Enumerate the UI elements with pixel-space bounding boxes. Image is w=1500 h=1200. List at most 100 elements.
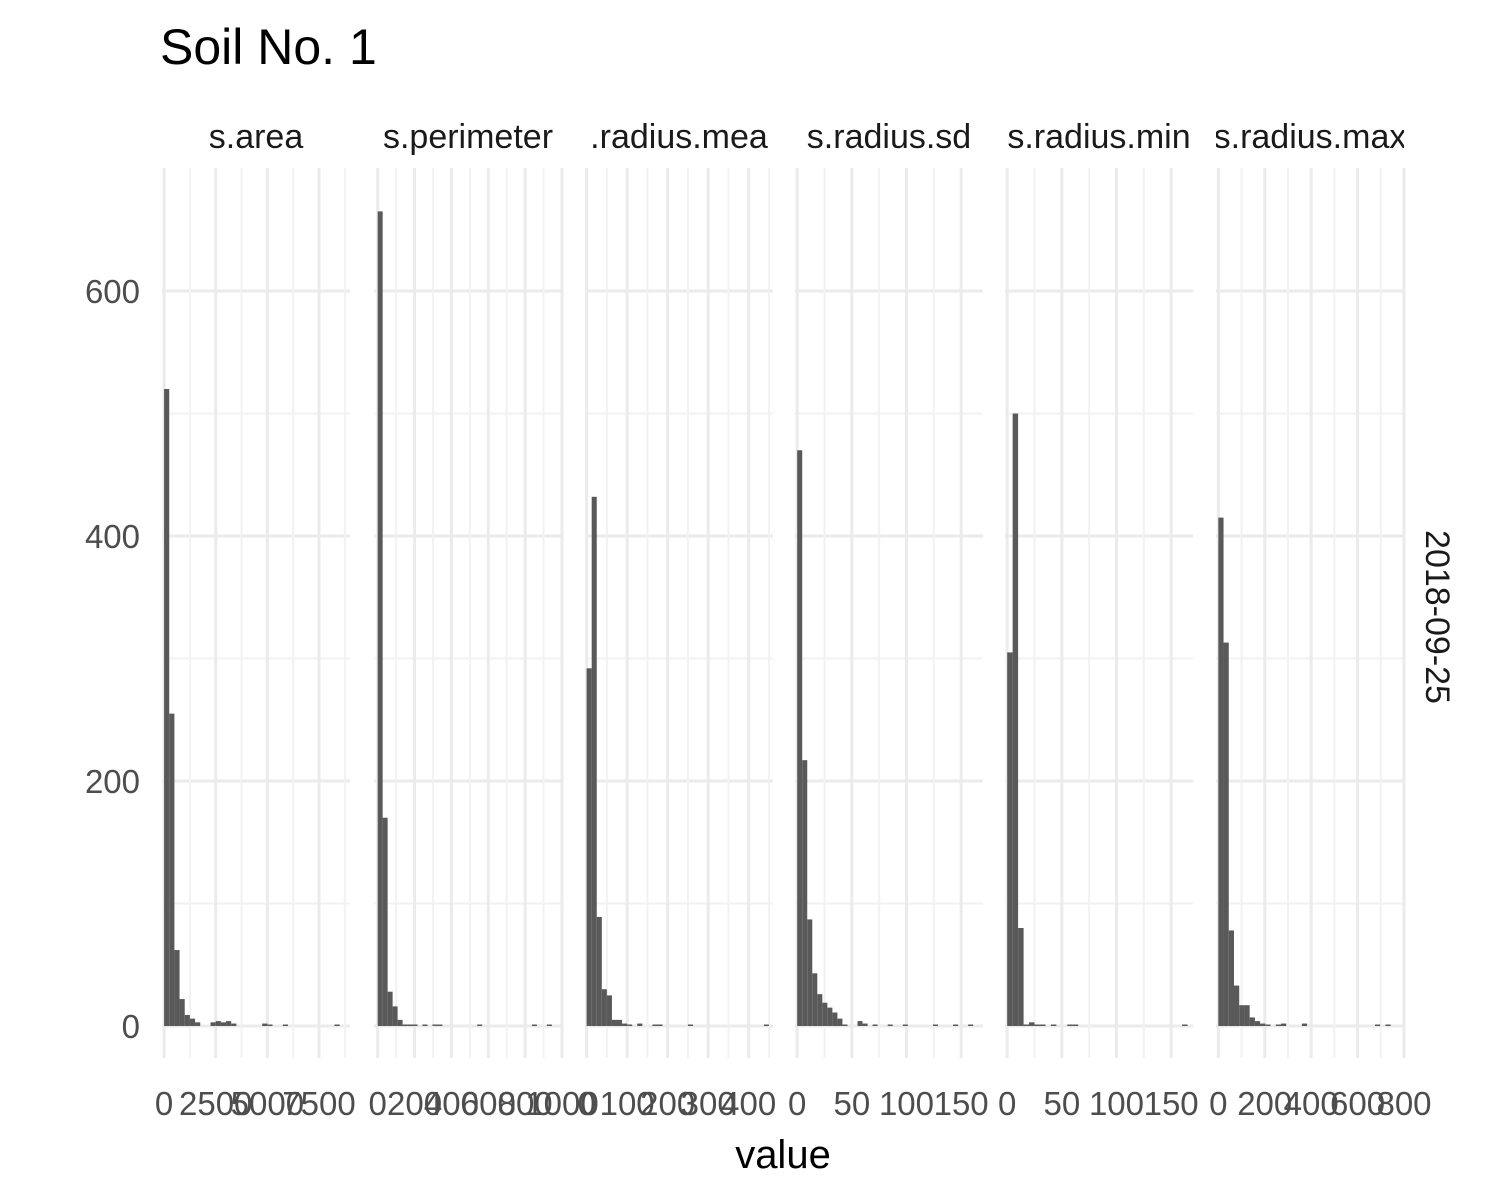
- x-tick-label: 5000: [231, 1085, 304, 1122]
- facet-strip-label: .radius.mea: [590, 118, 768, 156]
- histogram-bar: [968, 1024, 974, 1026]
- histogram-bar: [226, 1021, 232, 1026]
- histogram-bar: [822, 1002, 828, 1026]
- facet-strip-label: s.radius.sd: [807, 118, 971, 156]
- histogram-bar: [231, 1023, 237, 1026]
- histogram-bar: [862, 1023, 868, 1026]
- x-axis-title: value: [735, 1133, 831, 1177]
- facet-strip-label: s.perimeter: [383, 118, 553, 156]
- histogram-bar: [606, 995, 612, 1026]
- bars-layer: [164, 211, 1391, 1026]
- histogram-bar: [687, 1024, 693, 1026]
- row-strip-label: 2018-09-25: [1418, 530, 1456, 704]
- x-tick-label: 1000: [525, 1085, 598, 1122]
- histogram-bar: [1301, 1023, 1308, 1026]
- histogram-bar: [596, 916, 602, 1026]
- histogram-bar: [817, 994, 823, 1026]
- histogram-bar: [932, 1024, 938, 1026]
- histogram-bar: [1280, 1023, 1287, 1026]
- histogram-bar: [477, 1024, 483, 1026]
- x-tick-label: 300: [681, 1085, 736, 1122]
- x-tick-label: 0: [369, 1085, 387, 1122]
- facet-strip-label: s.area: [209, 118, 304, 156]
- histogram-bar: [1254, 1021, 1261, 1026]
- histogram-bar: [652, 1024, 658, 1026]
- histogram-bar: [210, 1022, 216, 1026]
- histogram-bar: [837, 1018, 843, 1026]
- histogram-bar: [627, 1024, 633, 1026]
- chart-title: Soil No. 1: [160, 19, 377, 75]
- histogram-bar: [657, 1024, 663, 1026]
- histogram-bar: [1385, 1024, 1391, 1026]
- x-tick-label: 0: [998, 1085, 1016, 1122]
- histogram-bar: [531, 1024, 537, 1026]
- x-tick-label: 50: [1043, 1085, 1080, 1122]
- histogram-bar: [195, 1022, 201, 1026]
- histogram-bar: [262, 1023, 268, 1026]
- histogram-bar: [377, 211, 383, 1026]
- x-tick-label: 100: [879, 1085, 934, 1122]
- histogram-bar: [1067, 1024, 1073, 1026]
- histogram-bar: [622, 1023, 628, 1026]
- histogram-bar: [1228, 930, 1234, 1026]
- x-tick-label: 0: [1209, 1085, 1227, 1122]
- histogram-bar: [402, 1024, 408, 1026]
- histogram-bar: [797, 450, 803, 1026]
- histogram-bar: [189, 1018, 196, 1026]
- histogram-bar: [1018, 928, 1024, 1026]
- histogram-bar: [437, 1024, 443, 1026]
- histogram-bar: [1249, 1017, 1255, 1026]
- x-tick-label: 800: [498, 1085, 553, 1122]
- histogram-bar: [179, 999, 185, 1026]
- text-layer: Soil No. 1 value 2018-09-25 0200400600s.…: [85, 19, 1456, 1177]
- histogram-bar: [169, 713, 175, 1026]
- x-tick-label: 600: [461, 1085, 516, 1122]
- x-tick-label: 200: [1237, 1085, 1292, 1122]
- histogram-bar: [432, 1024, 438, 1026]
- histogram-bar: [1260, 1023, 1266, 1026]
- x-tick-label: 200: [640, 1085, 695, 1122]
- histogram-bar: [827, 1007, 833, 1026]
- histogram-bar: [586, 668, 592, 1026]
- histogram-bar: [887, 1024, 893, 1026]
- grid-layer: [162, 168, 1406, 1058]
- histogram-bar: [1072, 1024, 1079, 1026]
- histogram-bar: [164, 389, 170, 1026]
- histogram-bar: [397, 1019, 403, 1026]
- histogram-bar: [637, 1023, 643, 1026]
- histogram-bar: [1007, 652, 1013, 1026]
- x-tick-label: 600: [1330, 1085, 1385, 1122]
- y-tick-label: 0: [122, 1008, 140, 1045]
- histogram-bar: [812, 973, 818, 1026]
- y-tick-label: 600: [85, 273, 140, 310]
- histogram-bar: [591, 496, 597, 1026]
- histogram-bar: [1023, 1024, 1030, 1026]
- x-tick-label: 400: [424, 1085, 479, 1122]
- histogram-bar: [282, 1024, 289, 1026]
- histogram-bar: [953, 1024, 959, 1026]
- x-tick-label: 0: [788, 1085, 806, 1122]
- histogram-bar: [807, 919, 813, 1026]
- x-tick-label: 0: [577, 1085, 595, 1122]
- histogram-bar: [407, 1024, 413, 1026]
- histogram-bar: [220, 1022, 227, 1026]
- histogram-bar: [1050, 1024, 1057, 1026]
- histogram-bar: [802, 760, 808, 1026]
- histogram-bar: [387, 991, 393, 1026]
- histogram-bar: [1275, 1024, 1281, 1026]
- histogram-bar: [902, 1024, 908, 1026]
- histogram-bar: [267, 1024, 273, 1026]
- y-tick-label: 200: [85, 763, 140, 800]
- x-tick-label: 50: [833, 1085, 870, 1122]
- x-tick-label: 0: [155, 1085, 173, 1122]
- histogram-bar: [422, 1024, 428, 1026]
- histogram-bar: [1182, 1024, 1188, 1026]
- histogram-bar: [842, 1024, 848, 1026]
- y-tick-label: 400: [85, 518, 140, 555]
- histogram-bar: [1029, 1022, 1035, 1026]
- histogram-bar: [546, 1024, 552, 1026]
- x-tick-label: 100: [1089, 1085, 1144, 1122]
- histogram-bar: [1223, 642, 1229, 1026]
- histogram-bar: [832, 1012, 838, 1026]
- histogram-bar: [392, 1006, 398, 1026]
